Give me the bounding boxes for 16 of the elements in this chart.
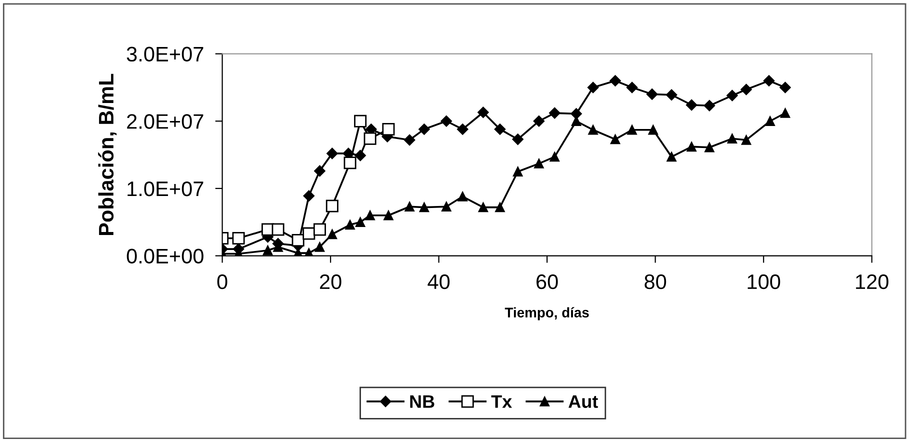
legend-label: NB (410, 395, 434, 408)
y-tick-label: 3.0E+07 (126, 46, 204, 62)
x-tick-label: 60 (536, 274, 558, 290)
x-tick-label: 40 (428, 274, 450, 290)
x-tick-label: 0 (217, 274, 228, 290)
y-tick-label: 2.0E+07 (127, 114, 204, 129)
legend-label: Aut (568, 395, 598, 408)
x-axis-title: Tiempo, días (504, 307, 589, 320)
legend-label: Tx (491, 395, 512, 408)
y-tick-label: 1.0E+07 (128, 181, 204, 196)
x-tick-label: 20 (320, 274, 342, 290)
x-tick-label: 80 (644, 274, 666, 290)
x-tick-label: 120 (856, 274, 888, 290)
y-tick-label: 0.0E+00 (126, 248, 204, 264)
y-axis-title: Población, B/mL (98, 74, 117, 235)
x-tick-label: 100 (748, 274, 780, 290)
